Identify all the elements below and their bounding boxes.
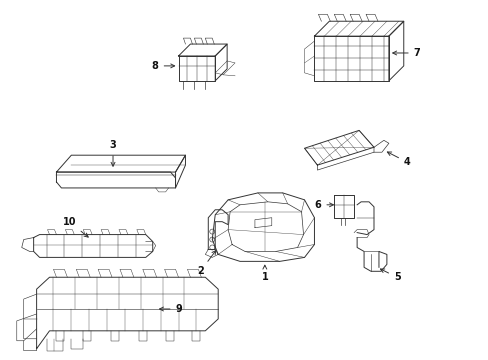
Text: 5: 5 bbox=[380, 269, 400, 282]
Text: 9: 9 bbox=[159, 304, 182, 314]
Text: 1: 1 bbox=[261, 265, 268, 282]
Text: 6: 6 bbox=[314, 200, 333, 210]
Text: 7: 7 bbox=[392, 48, 420, 58]
Text: 3: 3 bbox=[109, 140, 116, 166]
Text: 2: 2 bbox=[197, 251, 215, 276]
Text: 8: 8 bbox=[151, 61, 174, 71]
Text: 4: 4 bbox=[386, 152, 409, 167]
Text: 10: 10 bbox=[62, 217, 88, 237]
